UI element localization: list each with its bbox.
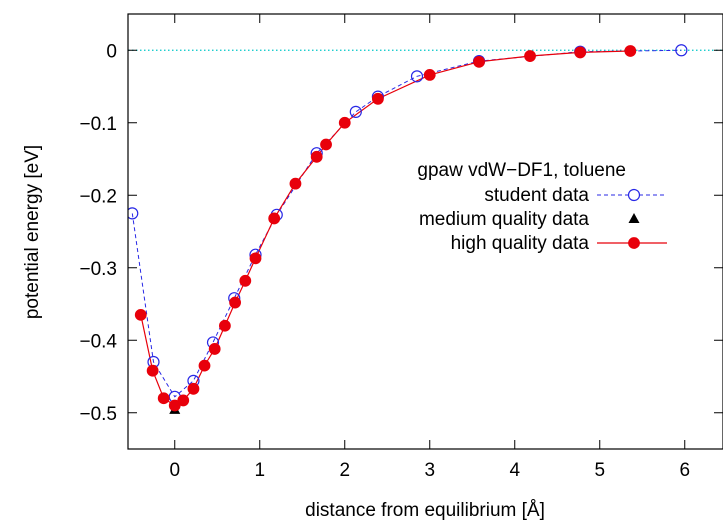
high-quality-data-point xyxy=(423,69,436,81)
x-tick-label: 6 xyxy=(679,460,690,481)
high-quality-data-point xyxy=(338,116,351,129)
high-quality-data-point xyxy=(134,308,147,321)
y-tick-label: 0 xyxy=(106,41,117,62)
x-axis-label: distance from equilibrium [Å] xyxy=(305,500,545,521)
high-quality-data-point xyxy=(187,382,200,395)
student-data-point xyxy=(675,44,688,57)
high-quality-data-point xyxy=(229,296,242,309)
plot-area xyxy=(128,14,723,449)
high-quality-data-point xyxy=(624,45,637,57)
legend-label-student: student data xyxy=(484,185,589,206)
x-tick-label: 1 xyxy=(254,460,265,481)
high-quality-data-point xyxy=(268,212,281,225)
axes: 0 1 2 3 4 5 6 0 −0.1 −0.2 −0.3 −0.4 −0.5 xyxy=(79,13,723,481)
high-quality-data-point xyxy=(371,92,384,105)
high-quality-data-point xyxy=(177,394,190,407)
student-data-point xyxy=(349,105,362,118)
legend-title: gpaw vdW−DF1, toluene xyxy=(417,160,626,181)
plot-frame xyxy=(127,13,723,450)
high-quality-data-point xyxy=(208,343,221,355)
student-data-point xyxy=(128,207,139,220)
y-axis-label: potential energy [eV] xyxy=(22,145,43,319)
high-quality-data-point xyxy=(249,252,262,265)
x-tick-label: 0 xyxy=(169,460,180,481)
plot-content xyxy=(128,44,723,414)
student-data-point xyxy=(410,70,424,83)
x-tick-label: 3 xyxy=(424,460,435,481)
high-quality-data-point xyxy=(239,274,252,287)
high-quality-data-point xyxy=(146,364,159,377)
y-tick-label: −0.4 xyxy=(79,331,117,352)
high-quality-data-point xyxy=(473,55,485,68)
high-quality-data-point xyxy=(310,150,323,163)
high-quality-data-point xyxy=(218,319,231,332)
high-quality-data-point xyxy=(524,50,536,62)
y-tick-label: −0.2 xyxy=(79,186,117,207)
legend-label-high: high quality data xyxy=(451,233,590,254)
high-quality-data-point xyxy=(574,46,587,59)
high-quality-data-point xyxy=(157,392,170,405)
x-tick-label: 2 xyxy=(339,460,350,481)
legend-marker-medium xyxy=(628,213,640,223)
high-quality-data-point xyxy=(320,138,332,151)
y-tick-label: −0.3 xyxy=(79,259,117,280)
legend-label-medium: medium quality data xyxy=(419,209,589,230)
x-tick-label: 5 xyxy=(594,460,605,481)
high-quality-data-point xyxy=(198,359,211,372)
legend-marker-high xyxy=(628,237,640,249)
high-quality-data-point xyxy=(289,177,302,190)
legend-marker-student xyxy=(627,188,641,202)
legend: gpaw vdW−DF1, toluene student data medium … xyxy=(417,160,667,254)
y-tick-label: −0.1 xyxy=(79,114,117,135)
x-tick-label: 4 xyxy=(509,460,520,481)
y-tick-label: −0.5 xyxy=(79,404,117,425)
